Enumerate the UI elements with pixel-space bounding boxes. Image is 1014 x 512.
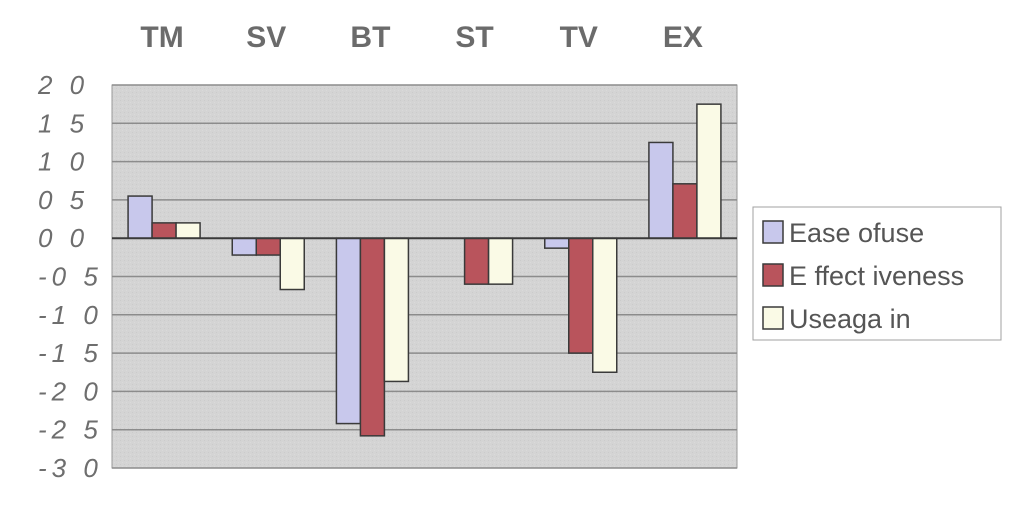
category-label: EX <box>663 21 703 54</box>
legend-swatch <box>762 263 784 287</box>
y-tick-label: 1 5 <box>38 108 89 138</box>
bar-sv-series-1 <box>231 237 257 256</box>
legend-box <box>752 206 1002 341</box>
y-axis-tick-labels: 2 0 1 5 1 0 0 5 0 0 -0 5 -1 0 -1 5 -2 0 -2 5 -3 0 <box>37 70 103 483</box>
category-label: SV <box>246 21 286 54</box>
legend-swatch <box>762 306 784 330</box>
bar-ex-series-2 <box>672 183 698 239</box>
bar-sv-series-3 <box>279 237 305 291</box>
category-labels: TM SV BT ST TV EX <box>140 21 703 54</box>
y-tick-label: 0 5 <box>38 185 89 215</box>
bar-tm-series-3 <box>175 222 201 239</box>
bar-st-series-3 <box>487 237 514 285</box>
bar-ex-series-3 <box>696 103 722 239</box>
legend-label: Useaga in <box>789 304 911 334</box>
y-tick-label: 0 0 <box>38 223 89 253</box>
category-label: TM <box>140 21 183 54</box>
y-tick-label: 1 0 <box>38 147 89 177</box>
category-label: ST <box>455 21 493 54</box>
y-tick-label: -3 0 <box>38 453 103 483</box>
bar-tv-series-3 <box>592 237 618 373</box>
bar-tv-series-1 <box>544 237 570 249</box>
bar-bt-series-1 <box>335 237 362 425</box>
y-tick-label: -2 0 <box>38 376 103 406</box>
category-label: TV <box>560 21 598 54</box>
gridlines <box>112 84 737 469</box>
category-label: BT <box>350 21 390 54</box>
bar-bt-series-2 <box>359 237 386 437</box>
bar-tm-series-1 <box>127 195 153 239</box>
y-tick-label: 2 0 <box>37 70 89 100</box>
bar-bt-series-3 <box>383 237 410 383</box>
bar-ex-series-1 <box>648 141 674 239</box>
y-tick-label: -2 5 <box>38 415 103 445</box>
legend-label: Ease ofuse <box>789 218 924 248</box>
legend-label: E ffect iveness <box>789 261 964 291</box>
bar-st-series-2 <box>463 237 490 285</box>
bar-tm-series-2 <box>151 222 177 239</box>
legend-swatch <box>762 220 784 244</box>
legend: Ease ofuse E ffect iveness Useaga in <box>752 206 1002 341</box>
bar-sv-series-2 <box>255 237 281 256</box>
y-tick-label: -0 5 <box>38 262 103 292</box>
y-tick-label: -1 0 <box>38 300 103 330</box>
bars <box>127 103 722 437</box>
bar-tv-series-2 <box>568 237 594 354</box>
y-tick-label: -1 5 <box>38 338 103 368</box>
